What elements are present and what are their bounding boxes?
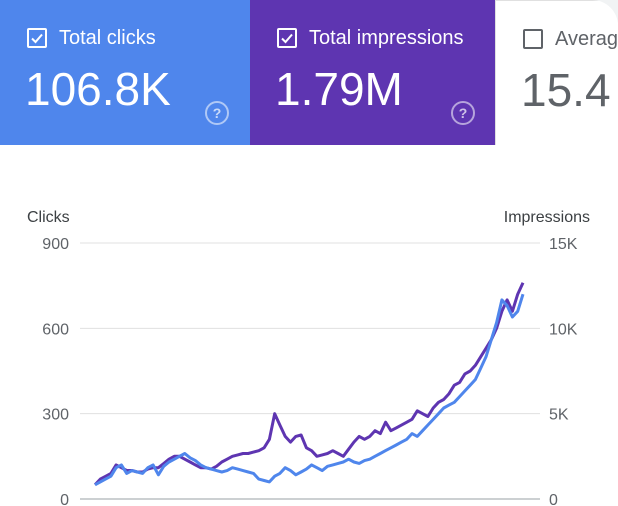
right-tick-label: 5K	[549, 407, 569, 424]
metric-label: Total clicks	[59, 27, 156, 49]
metric-label: Total impressions	[309, 27, 464, 49]
metric-value: 1.79M	[275, 63, 403, 115]
series-layer	[93, 282, 525, 487]
metric-label: Average	[555, 28, 618, 50]
checkbox-checked-icon[interactable]	[27, 28, 47, 48]
metric-card-total-impressions[interactable]: Total impressions 1.79M ?	[250, 0, 495, 145]
left-tick-label: 0	[60, 492, 69, 506]
left-tick-label: 600	[42, 321, 69, 338]
metric-value: 15.4	[521, 64, 611, 116]
performance-chart: Clicks Impressions 900 600 300 0 15K 10K 5K 0	[27, 209, 590, 506]
left-axis-ticks: 900 600 300 0	[42, 236, 69, 506]
chart-grid	[80, 242, 540, 500]
metric-value: 106.8K	[25, 63, 171, 115]
series-line-total-clicks[interactable]	[94, 293, 525, 487]
checkbox-checked-icon[interactable]	[277, 28, 297, 48]
right-tick-label: 0	[549, 492, 558, 506]
help-icon[interactable]: ?	[205, 101, 229, 125]
right-tick-label: 10K	[549, 321, 578, 338]
left-axis-label: Clicks	[27, 209, 70, 226]
left-tick-label: 300	[42, 407, 69, 424]
metric-card-average[interactable]: Average 15.4	[495, 0, 618, 145]
right-axis-label: Impressions	[504, 209, 590, 226]
metric-card-total-clicks[interactable]: Total clicks 106.8K ?	[0, 0, 250, 145]
metric-tabs: Total clicks 106.8K ? Total impressions …	[0, 0, 618, 145]
left-tick-label: 900	[42, 236, 69, 253]
help-icon[interactable]: ?	[451, 101, 475, 125]
checkbox-unchecked-icon[interactable]	[523, 29, 543, 49]
right-tick-label: 15K	[549, 236, 578, 253]
right-axis-ticks: 15K 10K 5K 0	[549, 236, 578, 506]
series-line-total-impressions[interactable]	[93, 282, 525, 486]
